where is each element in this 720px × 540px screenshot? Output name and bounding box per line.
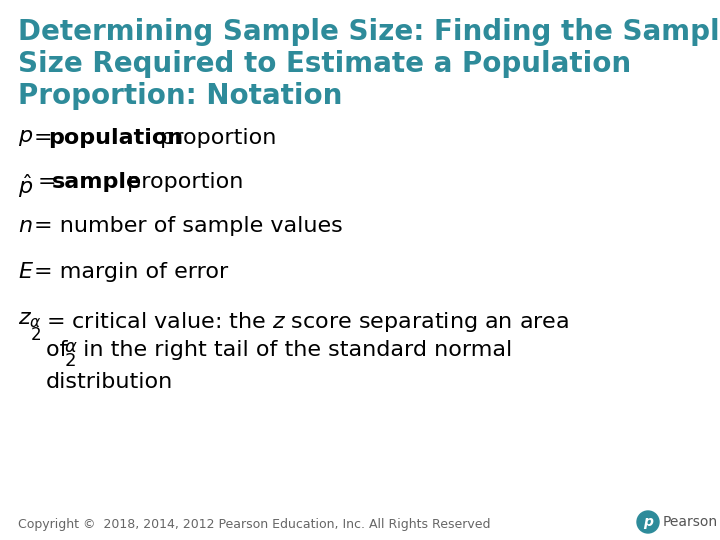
Text: $z_\alpha$: $z_\alpha$	[18, 310, 42, 330]
Text: population: population	[48, 128, 183, 148]
Text: = number of sample values: = number of sample values	[34, 216, 343, 236]
Text: =: =	[38, 172, 64, 192]
Text: $n$: $n$	[18, 216, 32, 236]
Text: of: of	[46, 340, 75, 360]
Text: in the right tail of the standard normal: in the right tail of the standard normal	[76, 340, 512, 360]
Text: = critical value: the $z$ score separating an area: = critical value: the $z$ score separati…	[46, 310, 570, 334]
Text: $E$: $E$	[18, 262, 34, 282]
Text: Proportion: Notation: Proportion: Notation	[18, 82, 343, 110]
Text: $p$: $p$	[18, 128, 33, 148]
Circle shape	[637, 511, 659, 533]
Text: Copyright ©  2018, 2014, 2012 Pearson Education, Inc. All Rights Reserved: Copyright © 2018, 2014, 2012 Pearson Edu…	[18, 518, 490, 531]
Text: distribution: distribution	[46, 372, 174, 392]
Text: proportion: proportion	[153, 128, 276, 148]
Text: sample: sample	[52, 172, 142, 192]
Text: proportion: proportion	[120, 172, 243, 192]
Text: p: p	[643, 515, 653, 529]
Text: =: =	[34, 128, 60, 148]
Text: = margin of error: = margin of error	[34, 262, 228, 282]
Text: Size Required to Estimate a Population: Size Required to Estimate a Population	[18, 50, 631, 78]
Text: $2$: $2$	[30, 326, 41, 344]
Text: $2$: $2$	[64, 352, 76, 370]
Text: $\alpha$: $\alpha$	[64, 338, 78, 356]
Text: Determining Sample Size: Finding the Sample: Determining Sample Size: Finding the Sam…	[18, 18, 720, 46]
Text: $\hat{p}$: $\hat{p}$	[18, 172, 33, 200]
Text: Pearson: Pearson	[663, 515, 718, 529]
